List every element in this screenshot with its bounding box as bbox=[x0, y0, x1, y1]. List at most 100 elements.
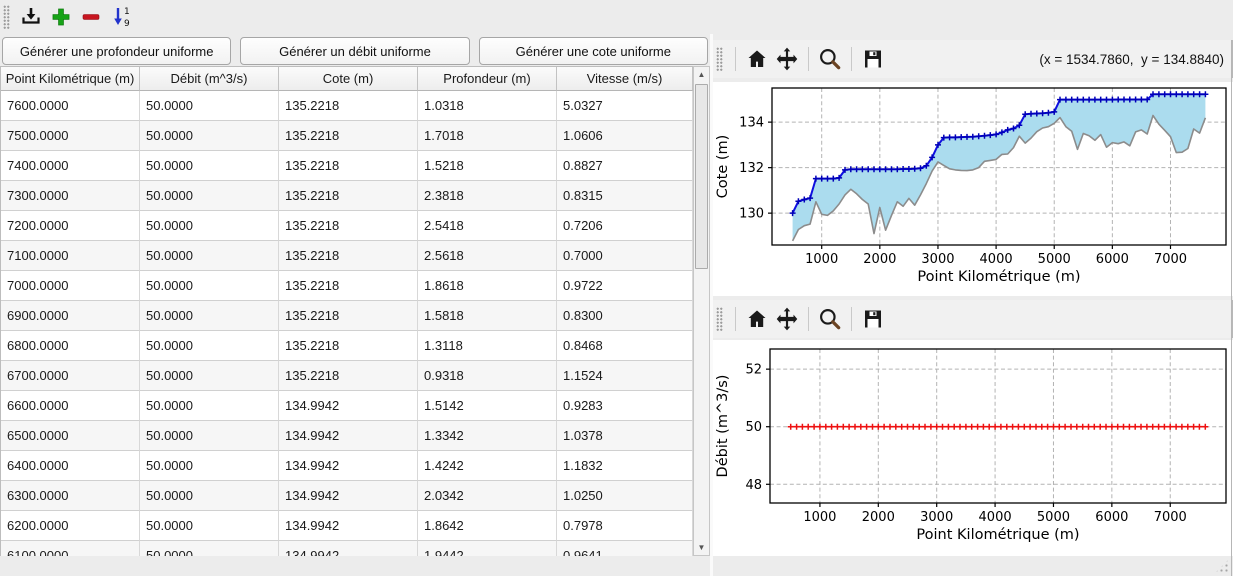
zoom-icon[interactable] bbox=[815, 44, 845, 74]
table-cell[interactable]: 7400.0000 bbox=[1, 151, 140, 181]
table-cell[interactable]: 1.8618 bbox=[418, 271, 557, 301]
table-cell[interactable]: 1.5142 bbox=[418, 391, 557, 421]
table-cell[interactable]: 135.2218 bbox=[279, 331, 418, 361]
toolbar-drag-handle[interactable] bbox=[716, 47, 723, 71]
table-cell[interactable]: 6400.0000 bbox=[1, 451, 140, 481]
table-cell[interactable]: 135.2218 bbox=[279, 181, 418, 211]
pan-icon[interactable] bbox=[772, 44, 802, 74]
table-cell[interactable]: 0.8315 bbox=[557, 181, 693, 211]
table-row[interactable]: 6100.0000 50.0000 134.9942 1.9442 0.9641 bbox=[1, 541, 694, 556]
table-cell[interactable]: 5.0327 bbox=[557, 91, 693, 121]
column-header[interactable]: Point Kilométrique (m) bbox=[1, 67, 140, 91]
table-row[interactable]: 6800.0000 50.0000 135.2218 1.3118 0.8468 bbox=[1, 331, 694, 361]
table-cell[interactable]: 50.0000 bbox=[140, 211, 279, 241]
table-cell[interactable]: 135.2218 bbox=[279, 271, 418, 301]
table-cell[interactable]: 50.0000 bbox=[140, 331, 279, 361]
table-cell[interactable]: 7200.0000 bbox=[1, 211, 140, 241]
table-cell[interactable]: 1.1524 bbox=[557, 361, 693, 391]
table-cell[interactable]: 1.0606 bbox=[557, 121, 693, 151]
cote-chart[interactable]: 1000 2000 3000 4000 5000 6000 7000 130 132 134 Poi… bbox=[713, 82, 1233, 296]
table-cell[interactable]: 1.7018 bbox=[418, 121, 557, 151]
table-row[interactable]: 6400.0000 50.0000 134.9942 1.4242 1.1832 bbox=[1, 451, 694, 481]
save-icon[interactable] bbox=[858, 304, 888, 334]
table-cell[interactable]: 50.0000 bbox=[140, 301, 279, 331]
panel-divider[interactable] bbox=[710, 34, 713, 576]
table-cell[interactable]: 0.9722 bbox=[557, 271, 693, 301]
table-cell[interactable]: 50.0000 bbox=[140, 541, 279, 556]
table-cell[interactable]: 1.3118 bbox=[418, 331, 557, 361]
table-cell[interactable]: 50.0000 bbox=[140, 241, 279, 271]
scroll-down-icon[interactable]: ▼ bbox=[694, 540, 709, 555]
table-cell[interactable]: 1.4242 bbox=[418, 451, 557, 481]
table-cell[interactable]: 1.0318 bbox=[418, 91, 557, 121]
table-row[interactable]: 6200.0000 50.0000 134.9942 1.8642 0.7978 bbox=[1, 511, 694, 541]
table-cell[interactable]: 0.7978 bbox=[557, 511, 693, 541]
table-cell[interactable]: 135.2218 bbox=[279, 151, 418, 181]
table-row[interactable]: 6300.0000 50.0000 134.9942 2.0342 1.0250 bbox=[1, 481, 694, 511]
column-header[interactable]: Profondeur (m) bbox=[418, 67, 557, 91]
table-cell[interactable]: 1.5218 bbox=[418, 151, 557, 181]
debit-chart[interactable]: 1000 2000 3000 4000 5000 6000 7000 48 50 52 Point … bbox=[713, 340, 1233, 556]
column-header[interactable]: Cote (m) bbox=[279, 67, 418, 91]
table-cell[interactable]: 2.5618 bbox=[418, 241, 557, 271]
table-cell[interactable]: 50.0000 bbox=[140, 421, 279, 451]
table-cell[interactable]: 135.2218 bbox=[279, 241, 418, 271]
save-icon[interactable] bbox=[858, 44, 888, 74]
table-row[interactable]: 6900.0000 50.0000 135.2218 1.5818 0.8300 bbox=[1, 301, 694, 331]
table-cell[interactable]: 135.2218 bbox=[279, 91, 418, 121]
table-cell[interactable]: 134.9942 bbox=[279, 451, 418, 481]
sort-numeric-icon[interactable]: 1 9 bbox=[106, 3, 136, 31]
table-cell[interactable]: 0.8468 bbox=[557, 331, 693, 361]
table-row[interactable]: 7500.0000 50.0000 135.2218 1.7018 1.0606 bbox=[1, 121, 694, 151]
table-row[interactable]: 6700.0000 50.0000 135.2218 0.9318 1.1524 bbox=[1, 361, 694, 391]
column-header[interactable]: Vitesse (m/s) bbox=[557, 67, 693, 91]
table-cell[interactable]: 135.2218 bbox=[279, 211, 418, 241]
column-header[interactable]: Débit (m^3/s) bbox=[140, 67, 279, 91]
table-cell[interactable]: 6600.0000 bbox=[1, 391, 140, 421]
table-cell[interactable]: 1.3342 bbox=[418, 421, 557, 451]
table-cell[interactable]: 50.0000 bbox=[140, 451, 279, 481]
toolbar-drag-handle[interactable] bbox=[716, 307, 723, 331]
table-cell[interactable]: 6700.0000 bbox=[1, 361, 140, 391]
remove-row-icon[interactable] bbox=[76, 3, 106, 31]
table-cell[interactable]: 134.9942 bbox=[279, 511, 418, 541]
table-cell[interactable]: 0.9641 bbox=[557, 541, 693, 556]
table-cell[interactable]: 2.3818 bbox=[418, 181, 557, 211]
table-cell[interactable]: 7300.0000 bbox=[1, 181, 140, 211]
add-row-icon[interactable] bbox=[46, 3, 76, 31]
table-row[interactable]: 7600.0000 50.0000 135.2218 1.0318 5.0327 bbox=[1, 91, 694, 121]
table-cell[interactable]: 50.0000 bbox=[140, 391, 279, 421]
table-cell[interactable]: 134.9942 bbox=[279, 481, 418, 511]
table-scrollbar[interactable]: ▲ ▼ bbox=[693, 66, 710, 556]
table-cell[interactable]: 7000.0000 bbox=[1, 271, 140, 301]
table-cell[interactable]: 50.0000 bbox=[140, 121, 279, 151]
table-cell[interactable]: 135.2218 bbox=[279, 121, 418, 151]
table-cell[interactable]: 6900.0000 bbox=[1, 301, 140, 331]
table-cell[interactable]: 134.9942 bbox=[279, 541, 418, 556]
table-cell[interactable]: 0.7206 bbox=[557, 211, 693, 241]
table-cell[interactable]: 7500.0000 bbox=[1, 121, 140, 151]
scrollbar-thumb[interactable] bbox=[695, 84, 708, 269]
table-cell[interactable]: 2.5418 bbox=[418, 211, 557, 241]
generate-uniform-level-button[interactable]: Générer une cote uniforme bbox=[478, 37, 708, 65]
table-cell[interactable]: 6100.0000 bbox=[1, 541, 140, 556]
table-cell[interactable]: 0.8300 bbox=[557, 301, 693, 331]
table-cell[interactable]: 50.0000 bbox=[140, 361, 279, 391]
table-cell[interactable]: 1.9442 bbox=[418, 541, 557, 556]
table-cell[interactable]: 50.0000 bbox=[140, 511, 279, 541]
table-cell[interactable]: 50.0000 bbox=[140, 181, 279, 211]
table-cell[interactable]: 0.7000 bbox=[557, 241, 693, 271]
import-icon[interactable] bbox=[16, 3, 46, 31]
home-icon[interactable] bbox=[742, 44, 772, 74]
table-cell[interactable]: 1.1832 bbox=[557, 451, 693, 481]
table-cell[interactable]: 1.0378 bbox=[557, 421, 693, 451]
table-cell[interactable]: 7600.0000 bbox=[1, 91, 140, 121]
table-cell[interactable]: 0.9318 bbox=[418, 361, 557, 391]
generate-uniform-flow-button[interactable]: Générer un débit uniforme bbox=[240, 37, 470, 65]
table-cell[interactable]: 0.9283 bbox=[557, 391, 693, 421]
table-cell[interactable]: 50.0000 bbox=[140, 481, 279, 511]
table-cell[interactable]: 1.0250 bbox=[557, 481, 693, 511]
table-cell[interactable]: 0.8827 bbox=[557, 151, 693, 181]
table-row[interactable]: 7100.0000 50.0000 135.2218 2.5618 0.7000 bbox=[1, 241, 694, 271]
table-cell[interactable]: 6200.0000 bbox=[1, 511, 140, 541]
